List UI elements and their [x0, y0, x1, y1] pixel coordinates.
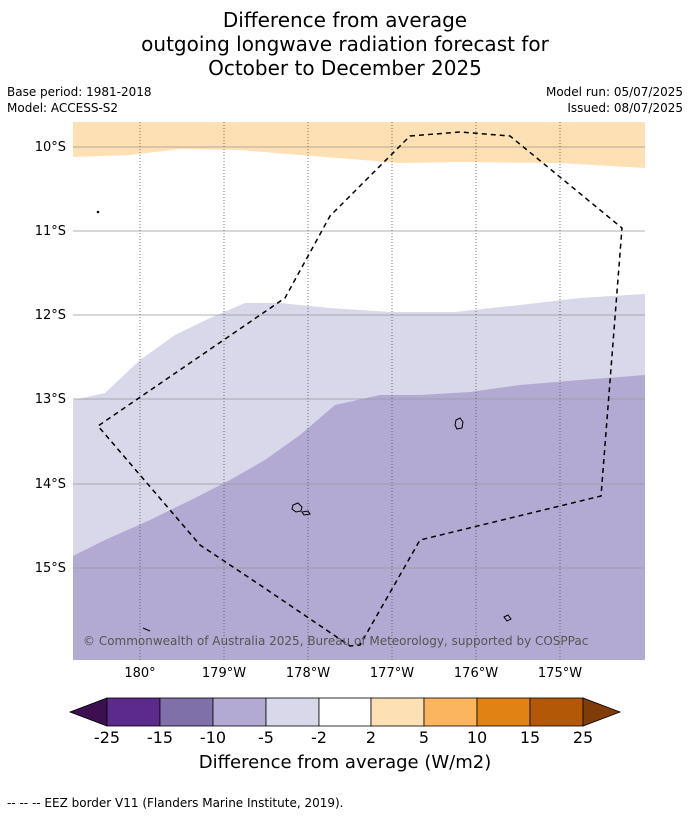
meta-right: Model run: 05/07/2025 Issued: 08/07/2025: [546, 84, 683, 116]
longitude-labels: 180° 179°W 178°W 177°W 176°W 175°W: [124, 666, 582, 681]
title-line-1: Difference from average: [222, 8, 468, 32]
island-outlines: [96, 210, 512, 632]
colorbar-arrow-high: [582, 697, 622, 727]
lon-label: 179°W: [202, 666, 246, 681]
lon-label: 177°W: [370, 666, 414, 681]
lat-label: 14°S: [35, 477, 66, 492]
lat-label: 11°S: [35, 224, 66, 239]
colorbar-tick: 25: [573, 728, 593, 747]
lon-label: 175°W: [538, 666, 582, 681]
colorbar-tick: -2: [311, 728, 327, 747]
lat-label: 13°S: [35, 392, 66, 407]
colorbar-tick: -25: [94, 728, 120, 747]
colorbar-segment: [476, 697, 531, 727]
colorbar-segment: [212, 697, 267, 727]
anomaly-band-2-to-5: [73, 122, 645, 168]
base-period: Base period: 1981-2018: [7, 85, 152, 99]
island: [291, 502, 303, 513]
colorbar-tick: -5: [258, 728, 274, 747]
colorbar-tick: -15: [147, 728, 173, 747]
colorbar-arrow-low: [68, 697, 108, 727]
island: [503, 614, 512, 622]
colorbar-tick: 15: [520, 728, 540, 747]
colorbar: [68, 697, 622, 727]
colorbar-tick: 10: [467, 728, 487, 747]
eez-footnote: -- -- -- EEZ border V11 (Flanders Marine…: [7, 796, 344, 810]
colorbar-tick: -10: [200, 728, 226, 747]
colorbar-tick: 2: [366, 728, 376, 747]
lon-label: 180°: [124, 666, 155, 681]
colorbar-segment: [423, 697, 478, 727]
lat-label: 15°S: [35, 561, 66, 576]
copyright-text: © Commonwealth of Australia 2025, Bureau…: [83, 634, 588, 648]
latitude-labels: 10°S 11°S 12°S 13°S 14°S 15°S: [35, 140, 66, 576]
map-area: © Commonwealth of Australia 2025, Bureau…: [73, 122, 645, 660]
colorbar-segment: [318, 697, 372, 727]
colorbar-ticks: -25 -15 -10 -5 -2 2 5 10 15 25: [94, 728, 593, 747]
lon-label: 176°W: [454, 666, 498, 681]
meta-left: Base period: 1981-2018 Model: ACCESS-S2: [7, 84, 152, 116]
issued-date: Issued: 08/07/2025: [567, 101, 683, 115]
island: [454, 417, 464, 430]
colorbar-segment: [265, 697, 320, 727]
map-title: Difference from average outgoing longwav…: [0, 8, 690, 80]
island: [301, 510, 311, 516]
island: [96, 210, 100, 214]
title-line-3: October to December 2025: [208, 56, 482, 80]
model-name: Model: ACCESS-S2: [7, 101, 119, 115]
anomaly-band-neg10-to-neg5: [73, 375, 645, 660]
island: [142, 627, 151, 632]
colorbar-segment: [159, 697, 214, 727]
lat-label: 10°S: [35, 140, 66, 155]
colorbar-segment: [529, 697, 584, 727]
title-line-2: outgoing longwave radiation forecast for: [141, 32, 549, 56]
lat-label: 12°S: [35, 308, 66, 323]
colorbar-title: Difference from average (W/m2): [198, 752, 492, 773]
colorbar-segment: [370, 697, 425, 727]
model-run: Model run: 05/07/2025: [545, 85, 683, 99]
graticule: [73, 146, 645, 569]
lon-label: 178°W: [286, 666, 330, 681]
colorbar-segment: [106, 697, 161, 727]
colorbar-tick: 5: [419, 728, 429, 747]
